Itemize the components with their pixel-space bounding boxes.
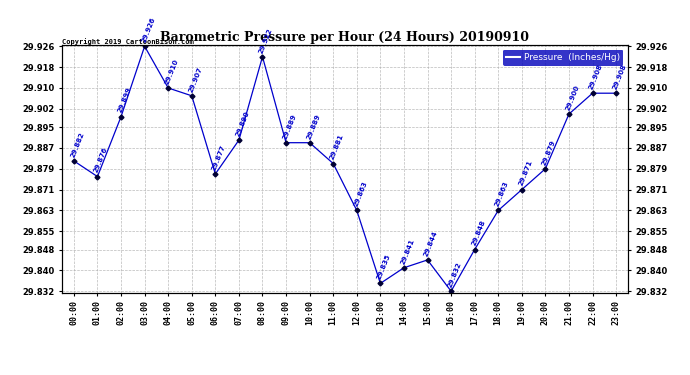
Text: 29.844: 29.844 — [424, 230, 439, 257]
Text: 29.881: 29.881 — [329, 134, 345, 161]
Title: Barometric Pressure per Hour (24 Hours) 20190910: Barometric Pressure per Hour (24 Hours) … — [161, 31, 529, 44]
Text: 29.882: 29.882 — [70, 131, 86, 158]
Text: 29.922: 29.922 — [258, 27, 274, 54]
Text: 29.848: 29.848 — [471, 219, 486, 247]
Text: 29.908: 29.908 — [612, 63, 628, 90]
Text: 29.899: 29.899 — [117, 87, 132, 114]
Text: 29.863: 29.863 — [353, 180, 368, 208]
Legend: Pressure  (Inches/Hg): Pressure (Inches/Hg) — [503, 50, 623, 66]
Text: 29.926: 29.926 — [141, 16, 156, 44]
Text: 29.890: 29.890 — [235, 110, 250, 137]
Text: Copyright 2019 CartoonBison.com: Copyright 2019 CartoonBison.com — [62, 38, 194, 45]
Text: 29.832: 29.832 — [447, 261, 462, 288]
Text: 29.900: 29.900 — [565, 84, 580, 111]
Text: 29.910: 29.910 — [164, 58, 179, 85]
Text: 29.841: 29.841 — [400, 238, 415, 265]
Text: 29.877: 29.877 — [211, 144, 227, 171]
Text: 29.835: 29.835 — [376, 254, 392, 280]
Text: 29.879: 29.879 — [541, 139, 557, 166]
Text: 29.889: 29.889 — [282, 112, 297, 140]
Text: 29.889: 29.889 — [306, 112, 321, 140]
Text: 29.876: 29.876 — [93, 147, 109, 174]
Text: 29.871: 29.871 — [518, 159, 533, 187]
Text: 29.863: 29.863 — [494, 180, 510, 208]
Text: 29.907: 29.907 — [188, 66, 204, 93]
Text: 29.908: 29.908 — [589, 63, 604, 90]
